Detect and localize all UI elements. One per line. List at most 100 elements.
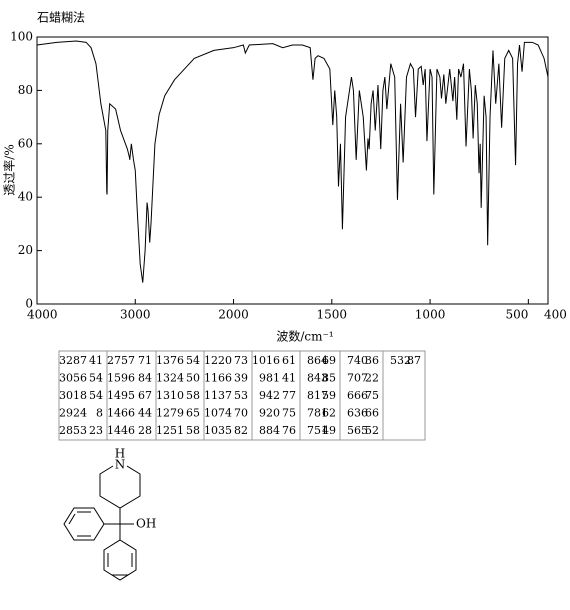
y-tick-label: 100	[10, 30, 33, 44]
peak-transmittance: 41	[89, 354, 103, 367]
peak-transmittance: 49	[322, 424, 336, 437]
peak-wavenumber: 1495	[107, 389, 135, 402]
peak-transmittance: 58	[186, 424, 200, 437]
peak-wavenumber: 981	[259, 372, 280, 385]
peak-transmittance: 22	[365, 372, 379, 385]
peak-transmittance: 73	[234, 354, 248, 367]
chart-title: 石蜡糊法	[37, 10, 85, 25]
peak-transmittance: 76	[282, 424, 296, 437]
peak-wavenumber: 2924	[59, 407, 87, 420]
peak-wavenumber: 1446	[107, 424, 135, 437]
peak-transmittance: 41	[282, 372, 296, 385]
peak-wavenumber: 1137	[204, 389, 232, 402]
peak-wavenumber: 2853	[59, 424, 87, 437]
peak-transmittance: 53	[234, 389, 248, 402]
atom-label: N	[115, 458, 126, 472]
peak-transmittance: 54	[186, 354, 200, 367]
peak-wavenumber: 3287	[59, 354, 87, 367]
spectrum-line	[36, 40, 549, 283]
peak-transmittance: 82	[234, 424, 248, 437]
peak-transmittance: 62	[322, 407, 336, 420]
peak-transmittance: 67	[138, 389, 152, 402]
peak-wavenumber: 781	[307, 407, 328, 420]
phenyl-ring	[103, 539, 137, 581]
peak-wavenumber: 1251	[156, 424, 184, 437]
peak-wavenumber: 666	[347, 389, 368, 402]
peak-wavenumber: 1324	[156, 372, 184, 385]
peak-wavenumber: 565	[347, 424, 368, 437]
peak-wavenumber: 1074	[204, 407, 232, 420]
x-tick-label: 500	[505, 308, 528, 322]
peak-wavenumber: 740	[347, 354, 368, 367]
peak-transmittance: 66	[365, 407, 379, 420]
x-tick-label: 2000	[218, 308, 249, 322]
peak-transmittance: 85	[322, 372, 336, 385]
peak-transmittance: 59	[322, 389, 336, 402]
peak-transmittance: 75	[282, 407, 296, 420]
peak-wavenumber: 1279	[156, 407, 184, 420]
peak-wavenumber: 3056	[59, 372, 87, 385]
peak-wavenumber: 1220	[204, 354, 232, 367]
piperidine-ring	[99, 465, 141, 509]
peak-wavenumber: 707	[347, 372, 368, 385]
peak-wavenumber: 817	[307, 389, 328, 402]
peak-transmittance: 84	[138, 372, 152, 385]
peak-transmittance: 39	[234, 372, 248, 385]
peak-wavenumber: 1310	[156, 389, 184, 402]
peak-transmittance: 65	[186, 407, 200, 420]
peak-transmittance: 58	[186, 389, 200, 402]
peak-transmittance: 52	[365, 424, 379, 437]
peak-wavenumber: 751	[307, 424, 328, 437]
peak-wavenumber: 1466	[107, 407, 135, 420]
y-axis-label: 透过率/%	[2, 144, 17, 195]
y-tick-label: 40	[18, 190, 33, 204]
double-bond	[68, 513, 76, 525]
peak-transmittance: 54	[89, 372, 103, 385]
peak-transmittance: 36	[365, 354, 379, 367]
peak-transmittance: 87	[407, 354, 421, 367]
atom-label: H	[115, 447, 125, 461]
peak-wavenumber: 942	[259, 389, 280, 402]
phenyl-ring	[63, 507, 105, 541]
peak-transmittance: 69	[322, 354, 336, 367]
x-tick-label: 1500	[317, 308, 348, 322]
x-tick-label: 1000	[415, 308, 446, 322]
peak-wavenumber: 843	[307, 372, 328, 385]
peak-wavenumber: 1596	[107, 372, 135, 385]
peak-wavenumber: 884	[259, 424, 280, 437]
x-axis-label: 波数/cm⁻¹	[276, 329, 333, 344]
peak-transmittance: 71	[138, 354, 152, 367]
peak-transmittance: 61	[282, 354, 296, 367]
peak-wavenumber: 636	[347, 407, 368, 420]
structure	[63, 465, 141, 581]
peak-wavenumber: 1166	[204, 372, 232, 385]
peak-transmittance: 44	[138, 407, 152, 420]
y-tick-label: 20	[18, 243, 33, 257]
peak-wavenumber: 920	[259, 407, 280, 420]
peak-transmittance: 75	[365, 389, 379, 402]
peak-transmittance: 70	[234, 407, 248, 420]
peak-wavenumber: 2757	[107, 354, 135, 367]
y-tick-label: 0	[25, 297, 33, 311]
peak-transmittance: 28	[138, 424, 152, 437]
x-tick-label: 4000	[27, 308, 58, 322]
x-tick-label: 400	[544, 308, 567, 322]
x-tick-label: 3000	[120, 308, 151, 322]
peak-transmittance: 54	[89, 389, 103, 402]
peak-transmittance: 8	[96, 407, 103, 420]
plot-frame	[36, 36, 549, 305]
y-tick-label: 60	[18, 136, 33, 150]
peak-transmittance: 77	[282, 389, 296, 402]
peak-transmittance: 50	[186, 372, 200, 385]
table-frame	[58, 350, 426, 441]
peak-wavenumber: 1376	[156, 354, 184, 367]
peak-wavenumber: 1035	[204, 424, 232, 437]
peak-wavenumber: 532	[390, 354, 411, 367]
peak-transmittance: 23	[89, 424, 103, 437]
peak-wavenumber: 1016	[252, 354, 280, 367]
atom-label: OH	[136, 517, 156, 531]
peak-wavenumber: 864	[307, 354, 328, 367]
peak-wavenumber: 3018	[59, 389, 87, 402]
